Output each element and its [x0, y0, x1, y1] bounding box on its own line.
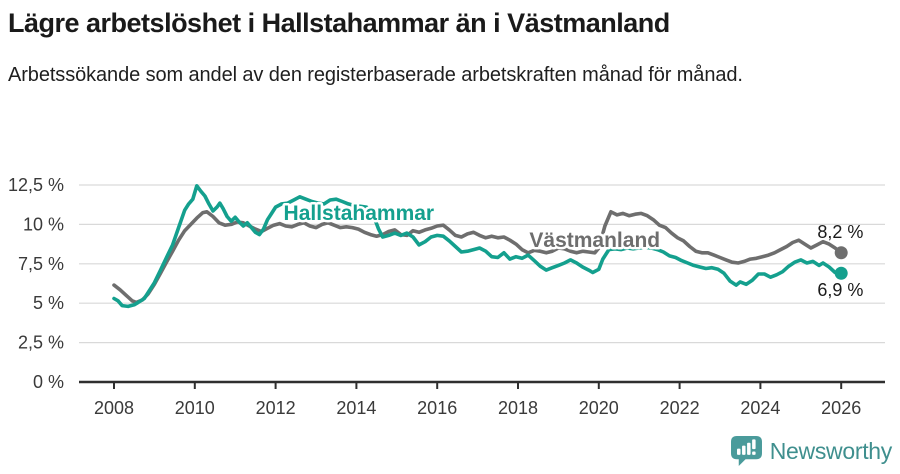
y-axis-tick-label: 0 % — [33, 372, 64, 392]
series-label-västmanland: Västmanland — [529, 229, 660, 252]
y-axis-tick-label: 2,5 % — [18, 333, 64, 353]
x-axis-tick-label: 2020 — [579, 398, 619, 418]
y-axis-tick-label: 12,5 % — [8, 175, 64, 195]
x-axis-tick-label: 2024 — [740, 398, 780, 418]
series-label-hallstahammar: Hallstahammar — [284, 202, 435, 225]
page-title: Lägre arbetslöshet i Hallstahammar än i … — [8, 8, 670, 38]
series-end-value-label: 8,2 % — [817, 222, 863, 242]
x-axis-tick-label: 2012 — [256, 398, 296, 418]
series-line-hallstahammar — [112, 183, 844, 309]
x-axis-tick-label: 2022 — [660, 398, 700, 418]
x-axis-tick-label: 2010 — [175, 398, 215, 418]
newsworthy-logo[interactable]: Newsworthy — [730, 432, 893, 470]
series-line-västmanland — [112, 209, 844, 305]
newsworthy-brand-text: Newsworthy — [769, 437, 893, 464]
y-axis-tick-label: 7,5 % — [18, 254, 64, 274]
bar-chart-speech-bubble-icon — [730, 436, 762, 466]
series-end-dot-hallstahammar — [834, 266, 848, 280]
line-chart: 0 % 2,5 % 5 % 7,5 % 10 % 12,5 % 2008 2010 2012 20… — [0, 158, 900, 432]
chart-subtitle: Arbetssökande som andel av den registerb… — [8, 64, 743, 86]
x-axis-tick-label: 2016 — [417, 398, 457, 418]
x-axis-tick-label: 2026 — [821, 398, 861, 418]
series-end-dot-västmanland — [834, 246, 848, 260]
series-end-value-label: 6,9 % — [817, 280, 863, 300]
x-axis-tick-label: 2008 — [94, 398, 134, 418]
x-axis-tick-label: 2014 — [336, 398, 376, 418]
x-axis-tick-label: 2018 — [498, 398, 538, 418]
y-axis-tick-label: 10 % — [23, 214, 64, 234]
y-axis-tick-label: 5 % — [33, 293, 64, 313]
chart-svg: 0 % 2,5 % 5 % 7,5 % 10 % 12,5 % 2008 2010 2012 20… — [8, 175, 885, 418]
